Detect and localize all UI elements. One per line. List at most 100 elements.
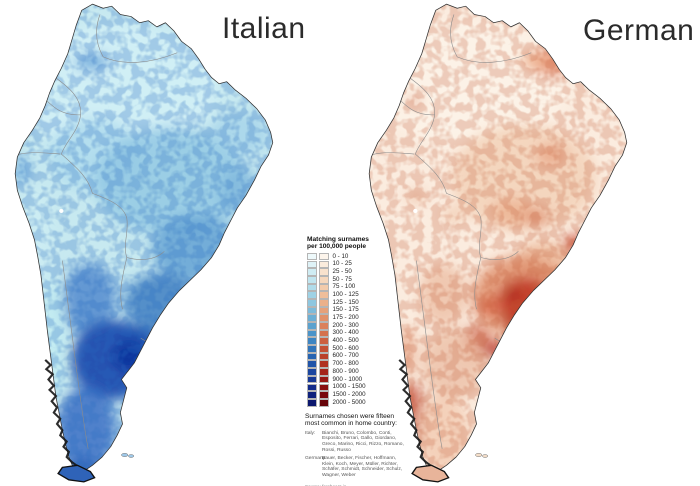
legend-row: 2000 - 5000 bbox=[303, 399, 409, 407]
germany-names: Bauer, Becker, Fischer, Hoffmann, Klein,… bbox=[322, 456, 403, 478]
legend-row: 75 - 100 bbox=[303, 284, 409, 292]
germany-surname-list: Germany: Bauer, Becker, Fischer, Hoffman… bbox=[303, 456, 407, 478]
legend-title-line1: Matching surnames bbox=[307, 236, 369, 243]
italian-color-swatch bbox=[307, 375, 317, 384]
legend-range-label: 125 - 150 bbox=[332, 298, 359, 306]
legend-row: 50 - 75 bbox=[303, 276, 409, 284]
legend-rows: 0 - 10 10 - 25 25 - 50 50 - 75 75 - 100 100 -… bbox=[303, 253, 409, 407]
german-color-swatch bbox=[318, 329, 329, 338]
italian-color-swatch bbox=[307, 391, 317, 399]
legend-range-label: 600 - 700 bbox=[332, 352, 359, 360]
italian-color-swatch bbox=[307, 322, 317, 330]
italian-color-swatch bbox=[307, 268, 317, 276]
legend-range-label: 75 - 100 bbox=[332, 283, 356, 291]
legend-range-label: 175 - 200 bbox=[332, 314, 359, 322]
italian-color-swatch bbox=[307, 368, 317, 376]
legend-row: 700 - 800 bbox=[303, 360, 409, 369]
legend-range-label: 800 - 900 bbox=[332, 367, 359, 375]
legend-range-label: 10 - 25 bbox=[332, 260, 352, 268]
italian-color-swatch bbox=[307, 398, 317, 407]
legend-range-label: 1000 - 1500 bbox=[332, 383, 366, 391]
source-credit: Source: forebears.io bbox=[305, 483, 347, 486]
german-surnames-map bbox=[368, 3, 628, 483]
legend-row: 150 - 175 bbox=[303, 307, 409, 315]
legend-range-label: 2000 - 5000 bbox=[332, 398, 366, 406]
legend-row: 0 - 10 bbox=[303, 253, 409, 261]
italian-choropleth bbox=[15, 4, 273, 473]
german-color-swatch bbox=[318, 391, 329, 399]
legend: Matching surnames per 100,000 people 0 -… bbox=[303, 236, 409, 486]
tierra-del-fuego bbox=[411, 464, 450, 483]
german-color-swatch bbox=[318, 306, 329, 315]
german-color-swatch bbox=[318, 283, 329, 292]
legend-range-label: 25 - 50 bbox=[332, 267, 352, 275]
legend-row: 125 - 150 bbox=[303, 299, 409, 307]
south-america-outline bbox=[14, 3, 274, 473]
legend-row: 800 - 900 bbox=[303, 368, 409, 376]
german-color-swatch bbox=[318, 291, 329, 299]
italian-color-swatch bbox=[307, 352, 317, 361]
legend-row: 400 - 500 bbox=[303, 337, 409, 346]
legend-row: 25 - 50 bbox=[303, 268, 409, 276]
italian-map-title: Italian bbox=[222, 12, 306, 45]
legend-row: 300 - 400 bbox=[303, 330, 409, 338]
italian-color-swatch bbox=[307, 275, 317, 284]
germany-label: Germany: bbox=[305, 456, 327, 462]
legend-range-label: 300 - 400 bbox=[332, 329, 359, 337]
legend-row: 500 - 600 bbox=[303, 345, 409, 353]
choropleth-texture bbox=[369, 4, 627, 473]
italian-color-swatch bbox=[307, 337, 317, 346]
lake-titicaca bbox=[413, 208, 418, 214]
south-america-outline bbox=[368, 3, 628, 473]
lake-titicaca bbox=[59, 208, 64, 214]
italian-color-swatch bbox=[307, 329, 317, 338]
italy-surname-list: Italy: Bianchi, Bruno, Colombo, Conti, E… bbox=[303, 431, 407, 453]
legend-row: 1500 - 2000 bbox=[303, 391, 409, 399]
fjord-coastline bbox=[398, 359, 436, 470]
german-color-swatch bbox=[318, 322, 329, 330]
italian-surnames-map bbox=[14, 3, 274, 483]
legend-range-label: 400 - 500 bbox=[332, 337, 359, 345]
german-color-swatch bbox=[318, 314, 329, 322]
german-color-swatch bbox=[318, 337, 329, 346]
italian-color-swatch bbox=[307, 291, 317, 299]
falkland-islands bbox=[475, 453, 488, 458]
german-color-swatch bbox=[318, 383, 329, 392]
german-color-swatch bbox=[318, 268, 329, 276]
legend-row: 100 - 125 bbox=[303, 291, 409, 299]
italian-color-swatch bbox=[307, 314, 317, 322]
italian-color-swatch bbox=[307, 345, 317, 353]
german-color-swatch bbox=[318, 398, 329, 407]
legend-row: 175 - 200 bbox=[303, 314, 409, 322]
legend-range-label: 200 - 300 bbox=[332, 321, 359, 329]
legend-range-label: 50 - 75 bbox=[332, 275, 352, 283]
german-color-swatch bbox=[318, 352, 329, 361]
legend-range-label: 0 - 10 bbox=[332, 252, 349, 260]
italian-color-swatch bbox=[307, 283, 317, 292]
legend-row: 10 - 25 bbox=[303, 261, 409, 269]
german-color-swatch bbox=[318, 260, 329, 269]
legend-range-label: 150 - 175 bbox=[332, 306, 359, 314]
german-color-swatch bbox=[318, 252, 329, 261]
german-map-title: German bbox=[583, 14, 695, 47]
italian-color-swatch bbox=[307, 260, 317, 269]
legend-row: 1000 - 1500 bbox=[303, 384, 409, 392]
legend-title: Matching surnames per 100,000 people bbox=[303, 236, 409, 251]
german-color-swatch bbox=[318, 275, 329, 284]
legend-range-label: 1500 - 2000 bbox=[332, 390, 366, 398]
legend-range-label: 900 - 1000 bbox=[332, 375, 363, 383]
italian-color-swatch bbox=[307, 360, 317, 369]
fjord-coastline bbox=[44, 359, 82, 470]
german-color-swatch bbox=[318, 368, 329, 376]
german-color-swatch bbox=[318, 360, 329, 369]
italy-label: Italy: bbox=[305, 430, 316, 436]
legend-range-label: 700 - 800 bbox=[332, 360, 359, 368]
german-color-swatch bbox=[318, 345, 329, 353]
legend-row: 200 - 300 bbox=[303, 322, 409, 330]
german-color-swatch bbox=[318, 375, 329, 384]
surname-selection-note: Surnames chosen were fifteen most common… bbox=[305, 412, 397, 428]
legend-range-label: 100 - 125 bbox=[332, 290, 359, 298]
legend-title-line2: per 100,000 people bbox=[307, 243, 367, 251]
falkland-islands bbox=[121, 453, 134, 458]
